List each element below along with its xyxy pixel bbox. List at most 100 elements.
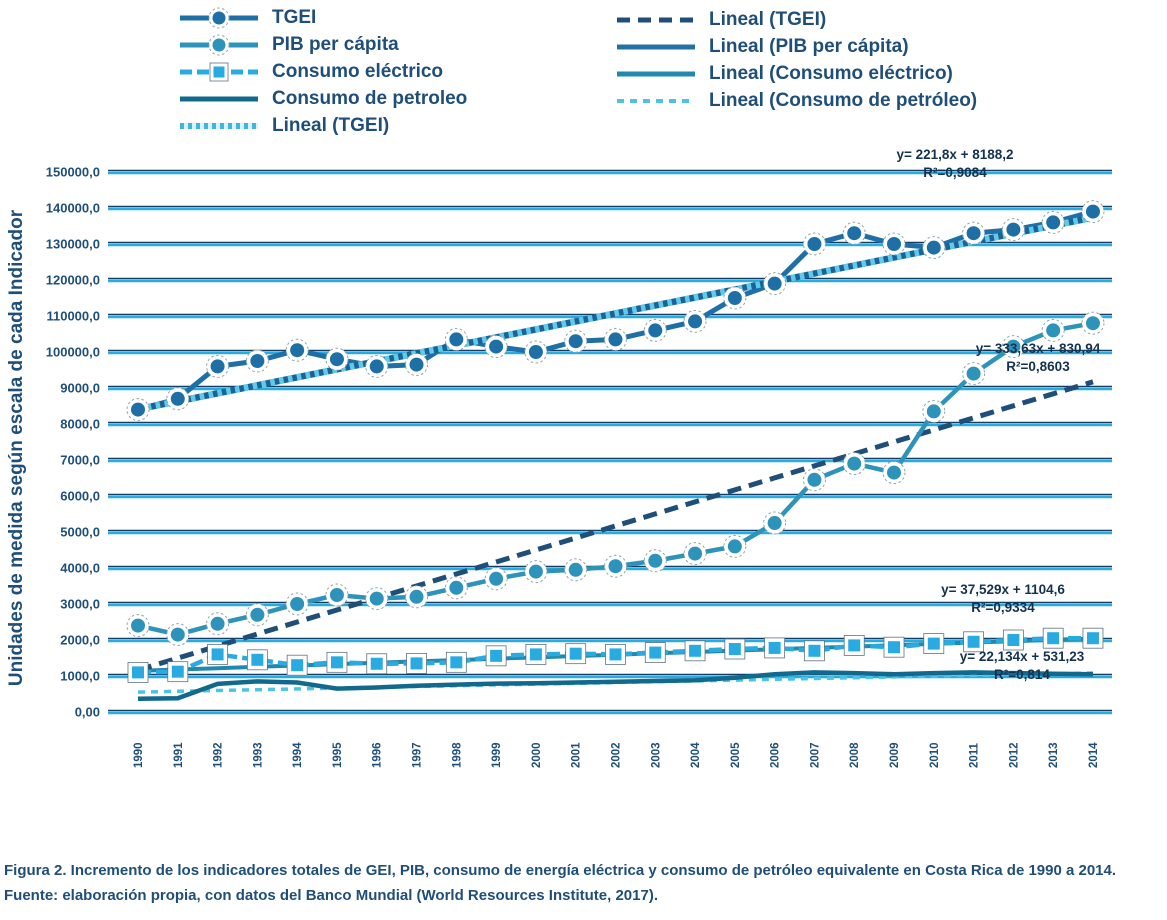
tgei-marker xyxy=(966,226,981,241)
lineal-petroleo-swatch-icon xyxy=(617,89,695,113)
caption-line-2: Fuente: elaboración propia, con datos de… xyxy=(4,887,658,904)
tgei-marker xyxy=(926,240,941,255)
pib-marker xyxy=(409,589,424,604)
y-tick-label: 2000,0 xyxy=(60,633,100,648)
tgei-marker xyxy=(290,343,305,358)
consumo-electrico-marker xyxy=(768,641,781,654)
pib-marker xyxy=(1006,339,1021,354)
legend-label: PIB per cápita xyxy=(272,33,399,55)
legend-item: Lineal (TGEI) xyxy=(180,112,467,139)
legend-label: TGEI xyxy=(272,6,317,28)
x-tick-label: 1997 xyxy=(412,742,424,768)
x-tick-label: 1996 xyxy=(372,742,384,768)
lineal-tgei-dotted-swatch-icon xyxy=(180,114,258,138)
trendline-dashed-navy xyxy=(137,379,1094,673)
legend-label: Lineal (Consumo eléctrico) xyxy=(709,62,953,84)
equation-text: y= 37,529x + 1104,6 xyxy=(941,582,1065,597)
x-tick-label: 2004 xyxy=(690,742,702,768)
legend-item: TGEI xyxy=(180,4,467,31)
tgei-marker xyxy=(767,276,782,291)
consumo-electrico-marker xyxy=(211,648,224,661)
y-tick-label: 100000,0 xyxy=(46,345,100,360)
x-tick-label: 2005 xyxy=(730,742,742,768)
pib-marker xyxy=(926,404,941,419)
tgei-marker xyxy=(1085,204,1100,219)
pib-marker xyxy=(250,607,265,622)
caption-line-1: Figura 2. Incremento de los indicadores … xyxy=(4,862,1117,879)
consumo-electrico-marker xyxy=(927,637,940,650)
tgei-marker xyxy=(409,357,424,372)
consumo-electrico-marker xyxy=(888,641,901,654)
legend-label: Lineal (PIB per cápita) xyxy=(709,35,909,57)
y-tick-label: 140000,0 xyxy=(46,201,100,216)
consumo-electrico-marker xyxy=(370,657,383,670)
consumo-electrico-marker xyxy=(569,647,582,660)
tgei-marker xyxy=(369,359,384,374)
x-tick-label: 2014 xyxy=(1088,742,1100,768)
pib-marker xyxy=(807,472,822,487)
x-tick-label: 2002 xyxy=(610,742,622,768)
x-tick-label: 2001 xyxy=(571,742,583,768)
consumo-electrico-marker xyxy=(1007,634,1020,646)
tgei-marker xyxy=(727,291,742,305)
tgei-marker xyxy=(1046,215,1061,230)
consumo-electrico-marker xyxy=(490,649,503,662)
consumo-electrico-marker xyxy=(1047,632,1060,645)
consumo-electrico-marker xyxy=(291,659,304,672)
tgei-marker xyxy=(807,237,822,251)
tgei-marker xyxy=(489,339,504,354)
y-tick-label: 4000,0 xyxy=(60,561,100,576)
equation-text: y= 22,134x + 531,23 xyxy=(959,649,1085,664)
pib-marker xyxy=(727,539,742,554)
consumo-electrico-marker xyxy=(848,639,861,652)
y-tick-label: 6000,0 xyxy=(60,489,100,504)
y-tick-label: 8000,0 xyxy=(60,417,100,432)
x-tick-label: 2010 xyxy=(929,742,941,768)
consumo-petroleo-swatch-icon xyxy=(180,87,258,111)
tgei-marker xyxy=(250,354,265,368)
legend-item: Lineal (TGEI) xyxy=(617,6,977,33)
r-squared-text: R²=0,814 xyxy=(994,667,1050,682)
x-tick-label: 2006 xyxy=(770,742,782,768)
legend-left: TGEI PIB per cápita Consumo eléctrico Consu… xyxy=(180,4,467,139)
tgei-marker xyxy=(329,352,344,367)
tgei-marker xyxy=(170,391,185,406)
lineal-pib-swatch-icon xyxy=(617,35,695,59)
x-tick-label: 1999 xyxy=(491,742,503,768)
tgei-marker xyxy=(847,226,862,241)
tgei-marker xyxy=(688,314,703,329)
legend-item: Lineal (Consumo de petróleo) xyxy=(617,87,977,114)
lineal-electrico-swatch-icon xyxy=(617,62,695,86)
pib-marker xyxy=(449,580,464,595)
series-markers xyxy=(126,200,1105,683)
series-consumo-petroleo-line xyxy=(137,670,1094,701)
consumo-electrico-marker xyxy=(609,648,622,661)
consumo-electrico-marker xyxy=(529,648,542,661)
x-tick-label: 2007 xyxy=(809,742,821,768)
equation-annotation-tgei: y= 221,8x + 8188,2 R²=0,9084 xyxy=(896,146,1013,182)
x-tick-label: 1991 xyxy=(173,742,185,768)
x-tick-label: 1995 xyxy=(332,742,344,768)
pib-marker xyxy=(170,627,185,642)
tgei-marker xyxy=(210,359,225,374)
consumo-electrico-marker xyxy=(410,657,423,670)
consumo-electrico-marker xyxy=(1086,632,1099,645)
lineal-tgei-dashed-swatch-icon xyxy=(617,8,695,32)
pib-marker xyxy=(887,465,902,480)
x-tick-label: 2012 xyxy=(1008,742,1020,768)
x-tick-label: 2008 xyxy=(849,742,861,768)
consumo-electrico-marker xyxy=(649,646,662,659)
tgei-marker xyxy=(1006,222,1021,237)
figure-caption: Figura 2. Incremento de los indicadores … xyxy=(4,858,1164,908)
y-tick-label: 110000,0 xyxy=(46,309,100,324)
pib-marker xyxy=(966,366,981,381)
pib-marker xyxy=(369,591,384,606)
y-tick-label: 150000,0 xyxy=(46,165,100,180)
x-tick-label: 1990 xyxy=(133,742,145,768)
pib-marker xyxy=(210,616,225,631)
consumo-electrico-swatch-icon xyxy=(180,60,258,84)
equation-annotation-petroleo: y= 22,134x + 531,23 R²=0,814 xyxy=(960,648,1085,684)
y-tick-label: 0,00 xyxy=(75,705,100,720)
y-tick-label: 3000,0 xyxy=(60,597,100,612)
